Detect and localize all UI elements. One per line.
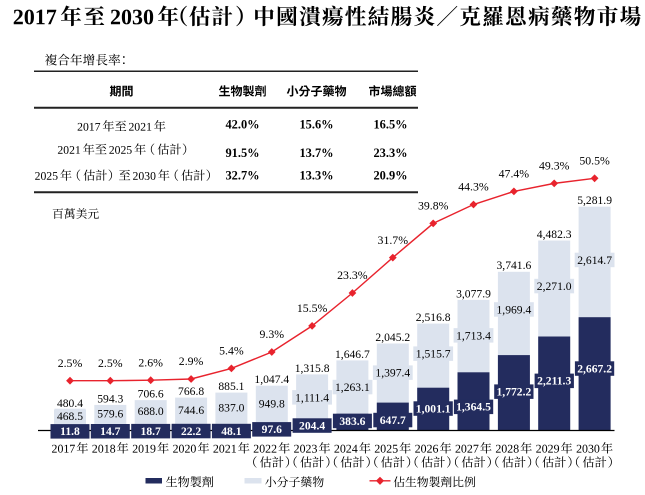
svg-text:1,713.4: 1,713.4 xyxy=(456,329,491,342)
svg-text:3,077.9: 3,077.9 xyxy=(456,287,491,300)
svg-text:13.7%: 13.7% xyxy=(299,146,333,160)
svg-text:18.7: 18.7 xyxy=(141,425,161,438)
svg-text:5,281.9: 5,281.9 xyxy=(577,194,612,207)
svg-text:42.0%: 42.0% xyxy=(225,118,259,132)
svg-text:480.4: 480.4 xyxy=(57,397,83,410)
svg-text:49.3%: 49.3% xyxy=(539,159,570,173)
svg-text:2.9%: 2.9% xyxy=(179,354,204,368)
svg-text:1,772.2: 1,772.2 xyxy=(497,386,532,399)
svg-text:1,646.7: 1,646.7 xyxy=(335,348,370,361)
svg-text:16.5%: 16.5% xyxy=(373,118,407,132)
svg-text:11.8: 11.8 xyxy=(60,425,80,438)
svg-text:204.4: 204.4 xyxy=(299,419,325,432)
svg-text:1,047.4: 1,047.4 xyxy=(254,373,289,386)
svg-text:949.8: 949.8 xyxy=(259,398,285,411)
svg-text:32.7%: 32.7% xyxy=(225,169,259,183)
svg-text:1,969.4: 1,969.4 xyxy=(497,304,532,317)
svg-text:23.3%: 23.3% xyxy=(337,268,368,282)
svg-text:23.3%: 23.3% xyxy=(373,146,407,160)
svg-text:2.6%: 2.6% xyxy=(138,355,163,369)
svg-text:1,397.4: 1,397.4 xyxy=(375,367,410,380)
svg-text:91.5%: 91.5% xyxy=(225,146,259,160)
svg-text:15.5%: 15.5% xyxy=(297,301,328,315)
svg-text:22.2: 22.2 xyxy=(181,425,201,438)
svg-text:885.1: 885.1 xyxy=(218,380,244,393)
svg-text:468.5: 468.5 xyxy=(57,410,83,423)
svg-text:20.9%: 20.9% xyxy=(373,169,407,183)
svg-text:15.6%: 15.6% xyxy=(299,118,333,132)
svg-text:4,482.3: 4,482.3 xyxy=(537,228,572,241)
svg-text:31.7%: 31.7% xyxy=(378,233,409,247)
svg-text:2,614.7: 2,614.7 xyxy=(577,254,612,267)
svg-text:44.3%: 44.3% xyxy=(458,180,489,194)
svg-text:14.7: 14.7 xyxy=(100,425,120,438)
svg-text:5.4%: 5.4% xyxy=(219,344,244,358)
svg-text:1,001.1: 1,001.1 xyxy=(416,402,451,415)
svg-text:2,271.0: 2,271.0 xyxy=(537,280,572,293)
svg-text:647.7: 647.7 xyxy=(380,414,406,427)
svg-text:1,263.1: 1,263.1 xyxy=(335,381,370,394)
svg-text:39.8%: 39.8% xyxy=(418,199,449,213)
svg-text:13.3%: 13.3% xyxy=(299,169,333,183)
svg-text:2,667.2: 2,667.2 xyxy=(577,362,612,375)
svg-text:2,045.2: 2,045.2 xyxy=(375,331,410,344)
svg-text:48.1: 48.1 xyxy=(221,425,241,438)
svg-text:744.6: 744.6 xyxy=(178,404,204,417)
svg-text:2.5%: 2.5% xyxy=(58,356,83,370)
svg-text:3,741.6: 3,741.6 xyxy=(497,259,532,272)
svg-text:97.6: 97.6 xyxy=(262,423,282,436)
svg-text:2,211.3: 2,211.3 xyxy=(537,375,571,388)
svg-text:50.5%: 50.5% xyxy=(579,154,610,168)
svg-text:2.5%: 2.5% xyxy=(98,356,123,370)
svg-text:837.0: 837.0 xyxy=(218,401,244,414)
svg-text:706.6: 706.6 xyxy=(138,388,164,401)
svg-text:1,515.7: 1,515.7 xyxy=(416,348,451,361)
svg-text:688.0: 688.0 xyxy=(138,405,164,418)
svg-text:9.3%: 9.3% xyxy=(260,327,285,341)
svg-text:383.6: 383.6 xyxy=(339,415,365,428)
svg-text:594.3: 594.3 xyxy=(97,392,123,405)
svg-text:1,315.8: 1,315.8 xyxy=(295,362,330,375)
svg-text:579.6: 579.6 xyxy=(97,408,123,421)
svg-text:2,516.8: 2,516.8 xyxy=(416,311,451,324)
svg-text:1,111.4: 1,111.4 xyxy=(295,391,329,404)
svg-text:47.4%: 47.4% xyxy=(499,167,530,181)
svg-text:1,364.5: 1,364.5 xyxy=(456,401,491,414)
svg-text:766.8: 766.8 xyxy=(178,385,204,398)
